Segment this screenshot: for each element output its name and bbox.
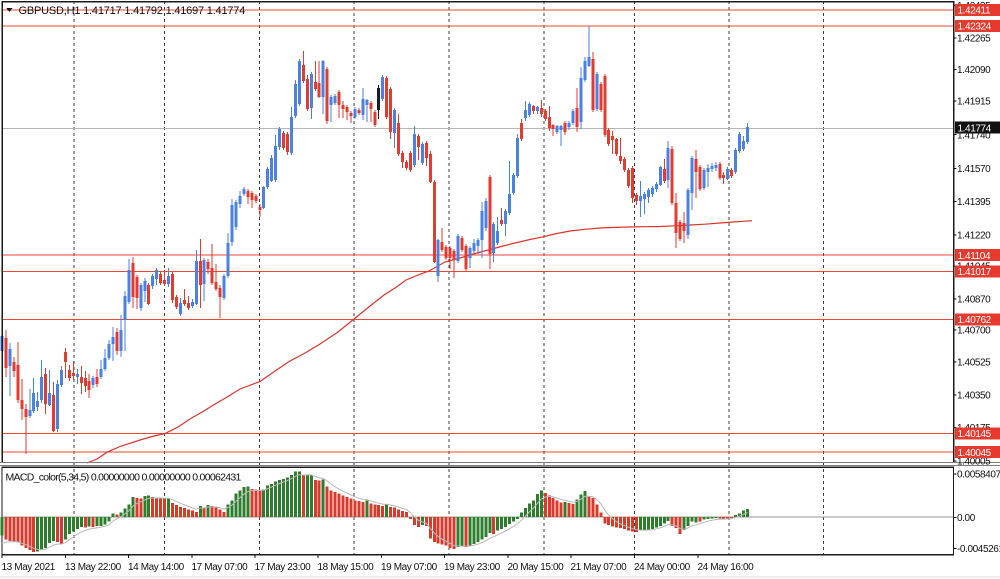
svg-text:1.41395: 1.41395 — [957, 197, 991, 208]
svg-text:1.41017: 1.41017 — [958, 267, 992, 278]
svg-text:GBPUSD,H1 1.41717 1.41792 1.41: GBPUSD,H1 1.41717 1.41792 1.41697 1.4177… — [19, 5, 246, 17]
svg-text:21 May 07:00: 21 May 07:00 — [571, 562, 628, 573]
svg-text:1.41740: 1.41740 — [957, 130, 991, 141]
svg-text:1.41570: 1.41570 — [957, 164, 991, 175]
svg-text:0.00: 0.00 — [957, 513, 976, 524]
svg-text:1.40700: 1.40700 — [957, 326, 991, 337]
svg-text:17 May 07:00: 17 May 07:00 — [192, 562, 249, 573]
svg-text:17 May 23:00: 17 May 23:00 — [255, 562, 312, 573]
svg-text:14 May 14:00: 14 May 14:00 — [128, 562, 185, 573]
svg-text:1.41220: 1.41220 — [957, 231, 991, 242]
svg-text:1.40525: 1.40525 — [957, 358, 991, 369]
svg-text:-0.0045261: -0.0045261 — [957, 544, 1000, 555]
svg-text:1.40045: 1.40045 — [958, 448, 992, 459]
svg-text:1.40005: 1.40005 — [957, 457, 991, 468]
svg-text:1.41104: 1.41104 — [958, 251, 991, 262]
svg-text:20 May 15:00: 20 May 15:00 — [508, 562, 565, 573]
svg-text:18 May 15:00: 18 May 15:00 — [318, 562, 375, 573]
svg-text:1.41915: 1.41915 — [957, 97, 991, 108]
svg-text:19 May 07:00: 19 May 07:00 — [381, 562, 438, 573]
svg-text:1.42090: 1.42090 — [957, 65, 991, 76]
svg-text:0.0058407: 0.0058407 — [957, 469, 1000, 480]
svg-text:24 May 00:00: 24 May 00:00 — [634, 562, 691, 573]
svg-text:1.40762: 1.40762 — [958, 315, 992, 326]
svg-text:1.42265: 1.42265 — [957, 34, 991, 45]
svg-text:13 May 2021: 13 May 2021 — [2, 562, 56, 573]
svg-text:MACD_color(5,34,5) 0.00000000: MACD_color(5,34,5) 0.00000000 0.00000000… — [6, 472, 242, 484]
svg-text:1.40145: 1.40145 — [958, 429, 992, 440]
svg-text:1.40870: 1.40870 — [957, 295, 991, 306]
svg-text:1.42411: 1.42411 — [958, 6, 991, 17]
svg-text:19 May 23:00: 19 May 23:00 — [444, 562, 501, 573]
svg-text:24 May 16:00: 24 May 16:00 — [698, 562, 755, 573]
svg-text:1.40350: 1.40350 — [957, 391, 991, 402]
svg-text:13 May 22:00: 13 May 22:00 — [65, 562, 122, 573]
svg-text:1.42324: 1.42324 — [958, 22, 992, 33]
svg-text:1.41774: 1.41774 — [958, 123, 992, 134]
